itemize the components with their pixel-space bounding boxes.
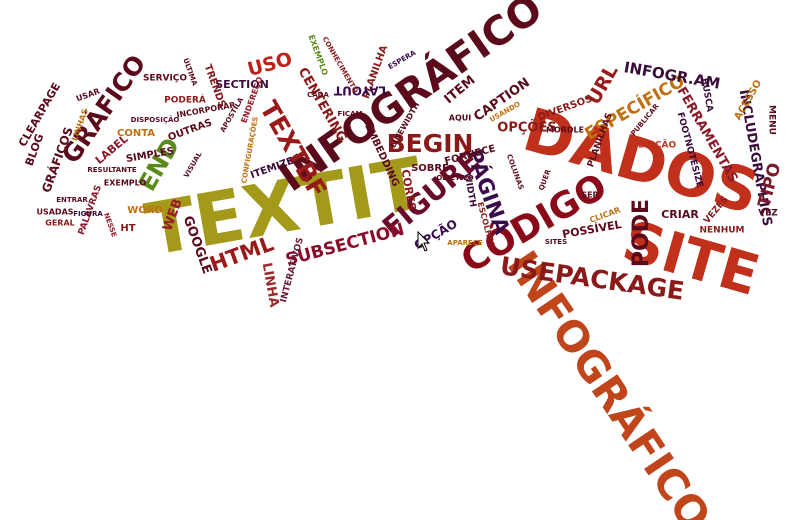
word: CADA — [307, 91, 329, 99]
word: PODERÁ — [164, 94, 206, 106]
word: OBJETIVO — [436, 174, 473, 182]
word: SER — [581, 191, 598, 200]
word: DISPOSIÇÃO — [131, 115, 180, 124]
word: LAYOUT — [333, 84, 386, 98]
word: EDIÇÃO — [638, 140, 677, 151]
word: SERVIÇO — [143, 74, 187, 84]
word: VEZ — [758, 209, 778, 219]
word: CRIAR — [661, 208, 699, 221]
word: APARECE — [447, 239, 483, 247]
word: GERAL — [45, 219, 74, 228]
word: WORD — [127, 205, 163, 216]
word: EXEMPLO — [104, 179, 147, 188]
word: ENTRAR — [56, 196, 88, 204]
word: PODE — [629, 199, 654, 267]
word: OPÇÕES — [497, 120, 556, 136]
word: MORDLE — [546, 126, 584, 135]
word: FICAM — [338, 110, 363, 118]
word: SECTION — [215, 78, 269, 91]
word: SITES — [545, 238, 567, 246]
word: SOBRE — [411, 163, 449, 174]
word: HT — [120, 223, 135, 234]
word: NENHUM — [699, 226, 744, 236]
word: MENU — [767, 105, 777, 135]
word: FIGURA — [73, 210, 103, 218]
word: BEGIN — [387, 129, 474, 158]
word: RESULTANTE — [87, 166, 136, 174]
word: AQUI — [449, 114, 471, 123]
word: USADAS — [36, 208, 73, 217]
word: CONTA — [117, 128, 155, 139]
cursor — [417, 230, 431, 252]
